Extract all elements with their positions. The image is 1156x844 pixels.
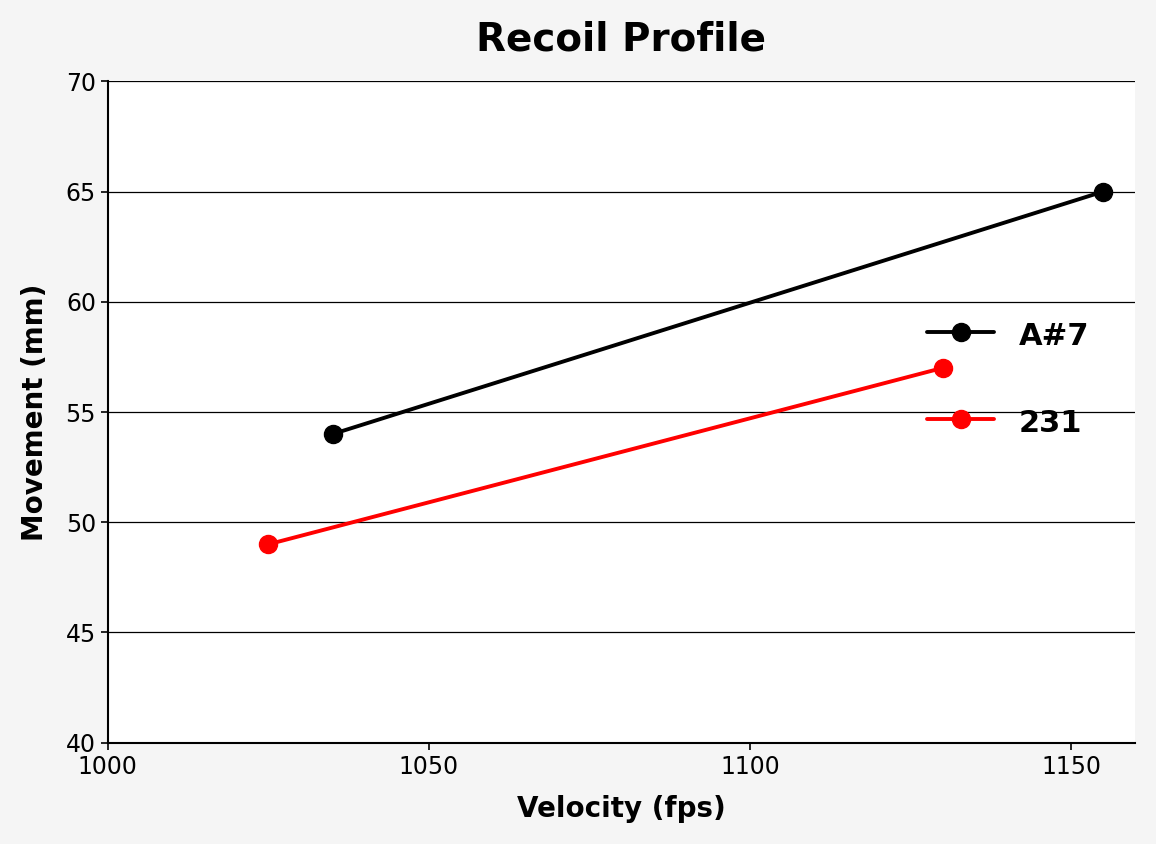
Line: A#7: A#7 <box>324 182 1112 443</box>
Title: Recoil Profile: Recoil Profile <box>476 21 766 59</box>
231 <box>935 363 949 373</box>
Line: 231: 231 <box>259 359 951 554</box>
A#7 <box>326 429 340 439</box>
A#7 <box>1096 187 1110 197</box>
X-axis label: Velocity (fps): Velocity (fps) <box>517 795 726 823</box>
Y-axis label: Movement (mm): Movement (mm) <box>21 284 49 541</box>
231 <box>261 539 275 549</box>
Legend: A#7, 231: A#7, 231 <box>897 289 1120 469</box>
